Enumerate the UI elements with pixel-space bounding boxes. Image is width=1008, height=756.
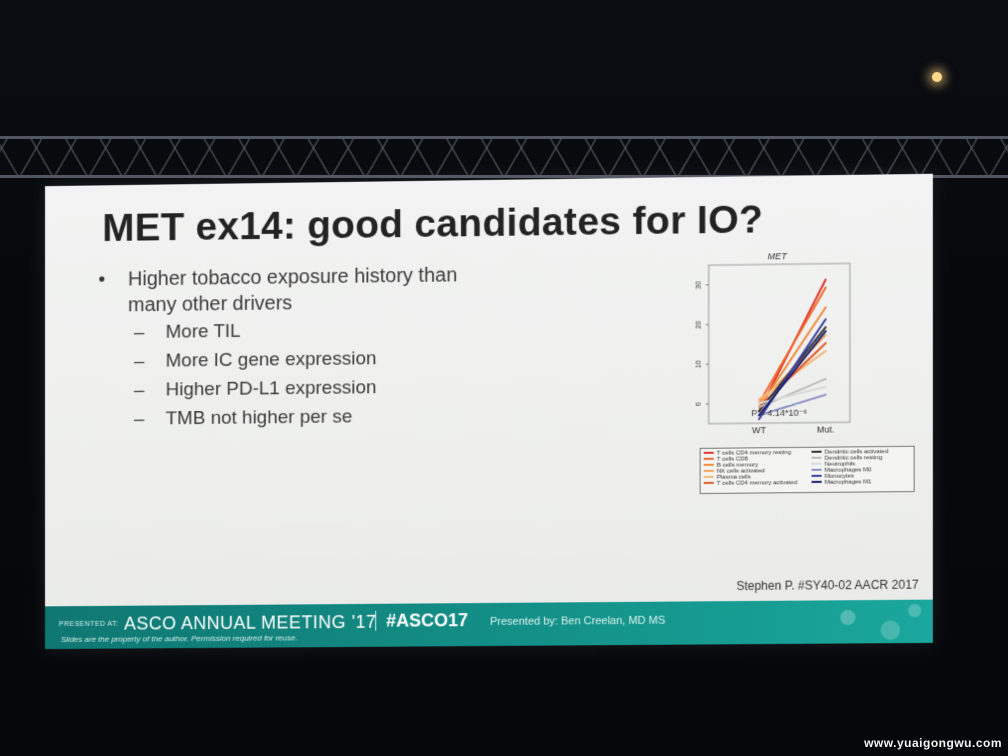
series-line bbox=[759, 387, 826, 404]
disclaimer: Slides are the property of the author. P… bbox=[61, 633, 298, 644]
legend-item: Macrophages M1 bbox=[812, 479, 918, 486]
presented-at-label: PRESENTED AT: bbox=[59, 621, 119, 628]
watermark: www.yuaigongwu.com bbox=[864, 736, 1002, 750]
meeting-name: ASCO ANNUAL MEETING '17 bbox=[124, 612, 376, 635]
chart-legend: T cells CD4 memory resting T cells CD8 B c… bbox=[700, 446, 915, 494]
stage-light bbox=[932, 72, 942, 82]
footer-divider bbox=[375, 611, 376, 631]
legend-swatch bbox=[812, 475, 822, 477]
y-tick-label: 20 bbox=[696, 321, 703, 329]
hashtag: #ASCO17 bbox=[386, 610, 468, 632]
chart-title: MET bbox=[768, 251, 788, 261]
legend-swatch bbox=[812, 481, 822, 483]
legend-item: T cells CD4 memory activated bbox=[704, 480, 810, 487]
p-value-annotation: P = 4.14*10⁻⁶ bbox=[751, 408, 807, 419]
footer-decoration bbox=[812, 600, 933, 644]
sub-item: – More TIL bbox=[134, 321, 241, 344]
citation: Stephen P. #SY40-02 AACR 2017 bbox=[736, 578, 918, 594]
legend-swatch bbox=[704, 452, 714, 454]
legend-label: Macrophages M1 bbox=[825, 479, 872, 485]
sub-item: – More IC gene expression bbox=[134, 348, 377, 373]
y-tick-label: 0 bbox=[696, 402, 703, 406]
presenter: Presented by: Ben Creelan, MD MS bbox=[490, 615, 665, 628]
x-tick-wt: WT bbox=[752, 425, 767, 435]
bullet-dot: • bbox=[98, 267, 105, 293]
y-tick-label: 10 bbox=[696, 360, 703, 368]
sub-item: – Higher PD-L1 expression bbox=[134, 377, 377, 402]
y-tick-label: 30 bbox=[696, 281, 703, 289]
legend-swatch bbox=[704, 470, 714, 472]
legend-swatch bbox=[812, 451, 822, 453]
footer-banner: PRESENTED AT: ASCO ANNUAL MEETING '17 #A… bbox=[45, 600, 933, 649]
legend-swatch bbox=[704, 458, 714, 460]
sub-item: – TMB not higher per se bbox=[134, 406, 352, 430]
bullet-main: • Higher tobacco exposure history than m… bbox=[98, 262, 496, 267]
legend-swatch bbox=[704, 482, 714, 484]
legend-label: T cells CD4 memory activated bbox=[717, 480, 798, 487]
legend-swatch bbox=[704, 476, 714, 478]
legend-swatch bbox=[704, 464, 714, 466]
legend-swatch bbox=[812, 457, 822, 459]
projection-screen: MET ex14: good candidates for IO? • High… bbox=[45, 174, 933, 649]
x-tick-mut: Mut. bbox=[817, 424, 835, 434]
bullet-main-text: Higher tobacco exposure history than man… bbox=[128, 262, 486, 318]
stage-truss bbox=[0, 136, 1008, 178]
slide-title: MET ex14: good candidates for IO? bbox=[102, 198, 763, 251]
legend-swatch bbox=[812, 463, 822, 465]
legend-swatch bbox=[812, 469, 822, 471]
